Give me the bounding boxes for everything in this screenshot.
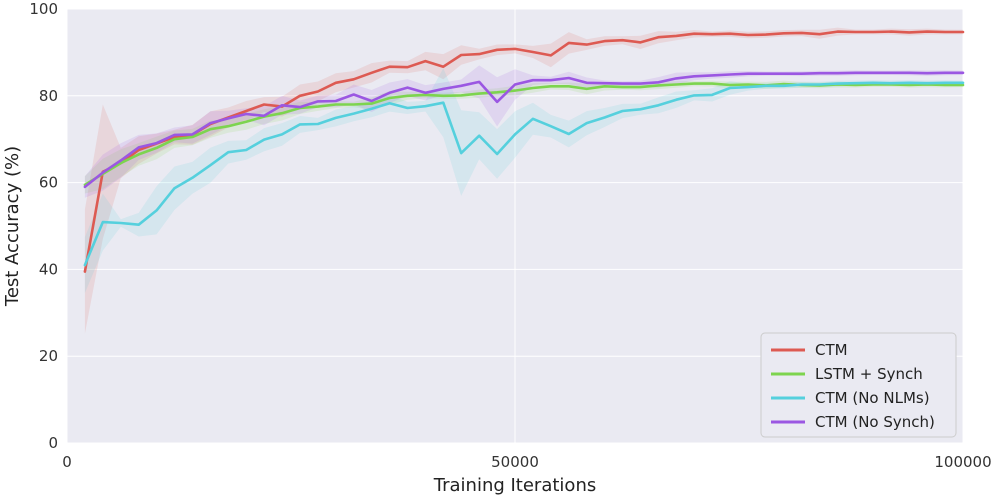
y-tick-label: 40 (39, 260, 58, 278)
grid-lines (66, 8, 964, 444)
legend-label: CTM (815, 341, 848, 359)
y-tick-label: 100 (29, 0, 58, 18)
x-tick-label: 100000 (934, 453, 991, 471)
legend-label: LSTM + Synch (815, 365, 923, 383)
y-axis-ticks: 0 20 40 60 80 100 (29, 0, 58, 452)
legend: CTM LSTM + Synch CTM (No NLMs) CTM (No Sync… (760, 332, 957, 438)
y-tick-label: 20 (39, 347, 58, 365)
x-axis-ticks: 0 50000 100000 (62, 453, 991, 471)
legend-box (760, 332, 957, 438)
series-line-ctm-no-synch (83, 71, 965, 189)
series-line-ctm-no-nlms (83, 81, 965, 267)
series-band (84, 65, 963, 198)
x-tick-label: 50000 (491, 453, 539, 471)
y-tick-label: 0 (48, 434, 58, 452)
legend-label: CTM (No Synch) (815, 413, 935, 431)
legend-label: CTM (No NLMs) (815, 389, 930, 407)
x-tick-label: 0 (62, 453, 72, 471)
series-lines (83, 30, 965, 273)
x-axis-label: Training Iterations (433, 475, 596, 496)
y-tick-label: 80 (39, 87, 58, 105)
y-axis-label: Test Accuracy (%) (2, 146, 23, 307)
y-tick-label: 60 (39, 174, 58, 192)
series-band (84, 27, 963, 334)
